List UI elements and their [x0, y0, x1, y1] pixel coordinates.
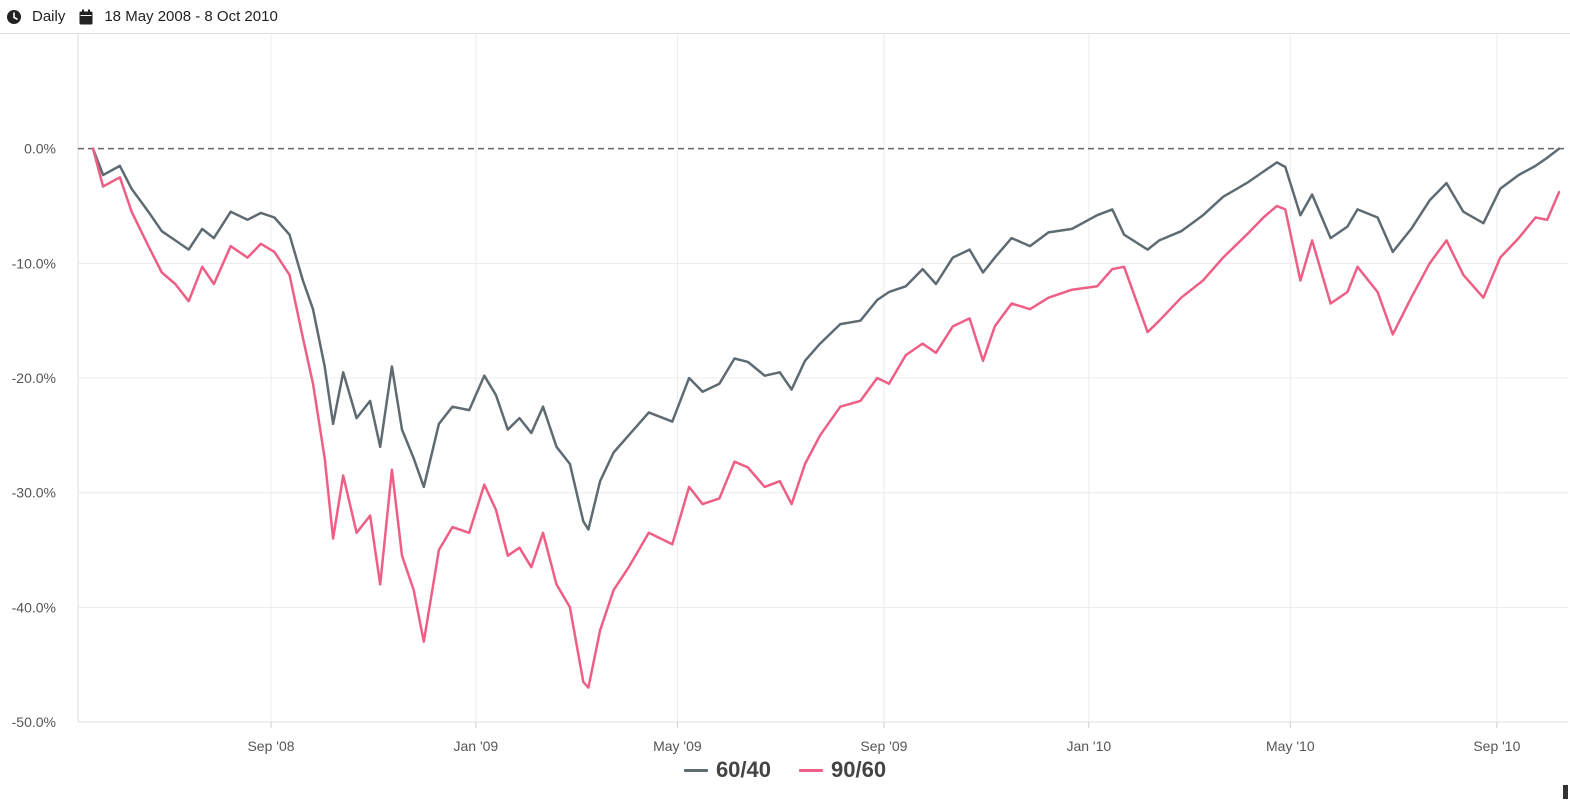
- calendar-icon: [79, 9, 93, 24]
- legend-swatch-6040: [683, 768, 708, 772]
- x-tick-label: Jan '09: [454, 738, 499, 754]
- x-tick-label: Sep '08: [247, 738, 294, 754]
- x-tick-label: Sep '09: [860, 738, 907, 754]
- date-range-selector[interactable]: 18 May 2008 - 8 Oct 2010: [79, 8, 278, 25]
- legend-swatch-9060: [799, 768, 823, 772]
- date-range-label: 18 May 2008 - 8 Oct 2010: [104, 8, 278, 25]
- y-tick-label: -20.0%: [12, 370, 56, 386]
- grid-lines: [78, 34, 1568, 723]
- chart-toolbar: Daily 18 May 2008 - 8 Oct 2010: [0, 0, 1570, 34]
- series-line-6040: [91, 147, 1561, 531]
- resize-handle[interactable]: [1563, 785, 1568, 799]
- legend-label-6040: 60/40: [715, 757, 771, 782]
- legend-item-9060[interactable]: 90/60: [799, 757, 886, 783]
- legend-item-6040[interactable]: 60/40: [683, 757, 771, 783]
- x-tick-label: Sep '10: [1473, 738, 1520, 754]
- x-tick-label: May '09: [653, 738, 702, 754]
- chart-legend: 60/40 90/60: [0, 757, 1570, 783]
- series-lines: [78, 147, 1568, 689]
- frequency-selector[interactable]: Daily: [6, 8, 65, 25]
- y-tick-label: -40.0%: [12, 599, 56, 615]
- clock-icon: [7, 9, 21, 24]
- y-tick-label: -10.0%: [12, 255, 56, 271]
- x-tick-labels: Sep '08 Jan '09 May '09 Sep '09 Jan '10 May '…: [247, 738, 1520, 754]
- axes: [77, 34, 1568, 728]
- x-tick-label: Jan '10: [1066, 738, 1111, 754]
- y-tick-label: 0.0%: [24, 141, 56, 157]
- series-line-9060: [91, 147, 1561, 689]
- legend-label-9060: 90/60: [831, 757, 887, 782]
- x-tick-label: May '10: [1266, 738, 1315, 754]
- y-tick-labels: 0.0% -10.0% -20.0% -30.0% -40.0% -50.0%: [12, 141, 56, 730]
- y-tick-label: -30.0%: [12, 485, 56, 501]
- y-tick-label: -50.0%: [12, 714, 56, 730]
- frequency-label: Daily: [32, 8, 66, 25]
